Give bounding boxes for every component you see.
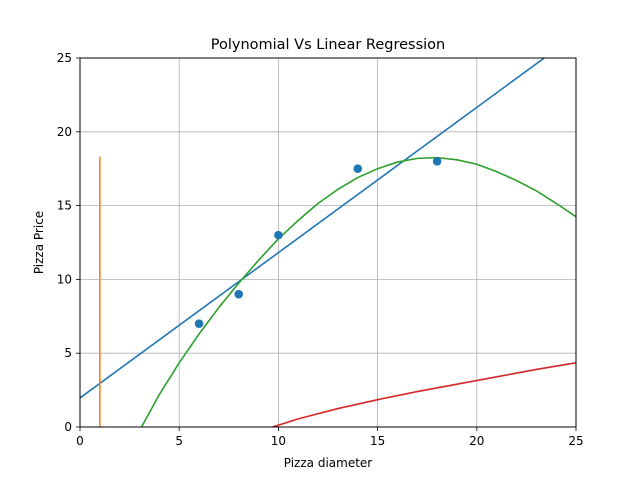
series-group [80,58,576,427]
y-tick-label-3: 15 [57,199,72,213]
x-tick-label-5: 25 [568,434,583,448]
scatter-point-4 [432,157,442,166]
x-tick-label-2: 10 [271,434,286,448]
y-tick-label-4: 20 [57,125,72,139]
x-tick-label-4: 20 [469,434,484,448]
x-axis-label: Pizza diameter [284,456,373,470]
x-tick-label-0: 0 [76,434,84,448]
scatter-point-2 [274,230,283,240]
x-tick-label-3: 15 [370,434,385,448]
polynomial-regression-curve [140,156,576,427]
scatter-point-3 [353,164,363,173]
chart-title: Polynomial Vs Linear Regression [211,37,446,53]
series-layer [80,58,576,427]
plot-area [80,58,576,427]
lower-curve [272,362,576,427]
scatter-point-0 [194,319,204,328]
y-tick-label-2: 10 [57,272,72,286]
scatter-point-1 [234,289,244,299]
y-tick-label-5: 25 [57,51,72,65]
plot-frame [79,57,577,428]
y-tick-label-0: 0 [64,420,72,434]
x-tick-label-1: 5 [175,434,183,448]
ticks: 0 5 10 15 20 25 0 5 10 15 20 25 [57,51,584,448]
linear-regression-line [80,58,545,399]
y-axis-label: Pizza Price [32,211,46,274]
y-tick-label-1: 5 [64,346,72,360]
grid [79,57,577,428]
